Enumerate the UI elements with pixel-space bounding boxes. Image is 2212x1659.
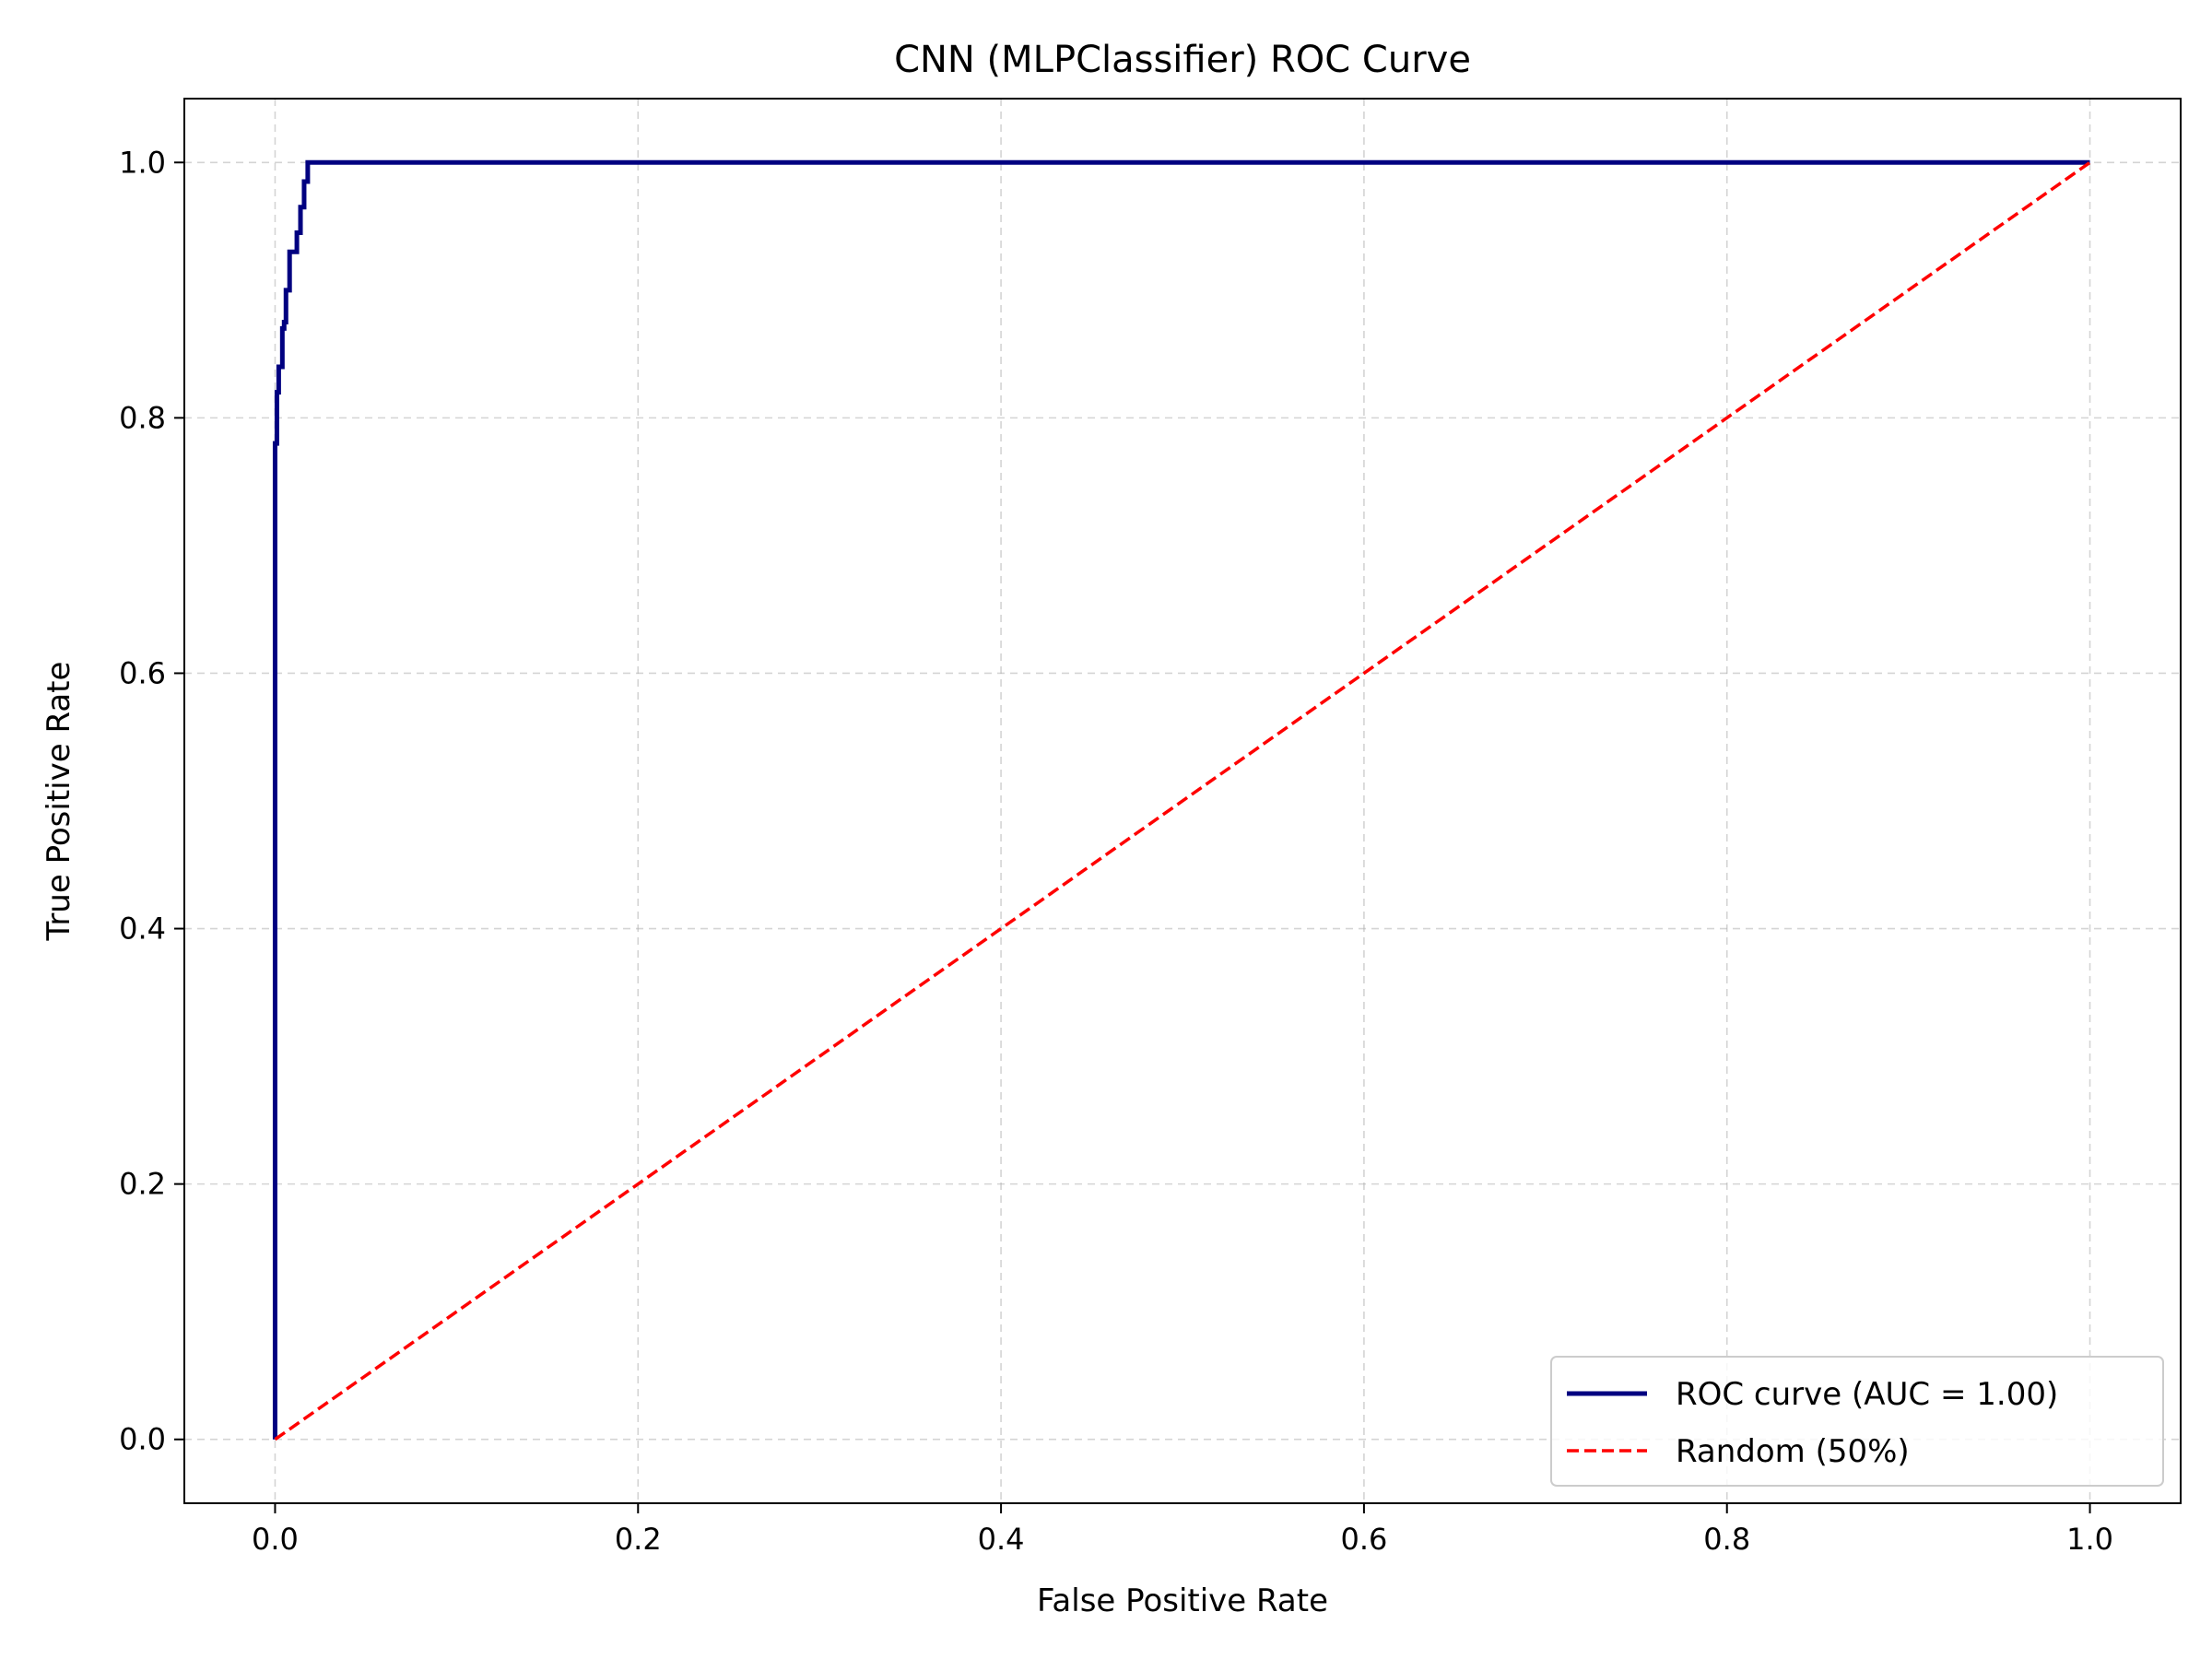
x-axis-label: False Positive Rate: [1037, 1583, 1328, 1619]
y-tick-label: 0.4: [119, 912, 166, 947]
y-tick-label: 0.2: [119, 1167, 166, 1202]
x-tick-label: 0.4: [978, 1522, 1025, 1557]
x-tick-label: 0.6: [1340, 1522, 1387, 1557]
y-tick-label: 0.6: [119, 655, 166, 690]
y-tick-label: 1.0: [119, 145, 166, 180]
plot-area: [272, 159, 2091, 1441]
legend-random-label: Random (50%): [1676, 1433, 1910, 1470]
plot-frame: [183, 98, 2182, 1504]
legend-box: [1550, 1356, 2164, 1487]
random-baseline-line: [274, 160, 2091, 1441]
chart-title: CNN (MLPClassifier) ROC Curve: [894, 39, 1471, 81]
legend: ROC curve (AUC = 1.00) Random (50%): [1550, 1356, 2164, 1487]
y-tick-label: 0.0: [119, 1422, 166, 1457]
ticks: 0.0 0.2 0.4 0.6 0.8 1.0 0.0 0.2 0.4 0.6 0.8 1.0: [119, 145, 2113, 1557]
x-tick-label: 0.0: [252, 1522, 299, 1557]
y-axis-label: True Positive Rate: [41, 662, 77, 942]
legend-roc-label: ROC curve (AUC = 1.00): [1676, 1376, 2058, 1413]
x-tick-label: 1.0: [2066, 1522, 2113, 1557]
roc-curve-line: [272, 159, 2090, 1440]
x-tick-label: 0.8: [1703, 1522, 1750, 1557]
x-tick-label: 0.2: [615, 1522, 662, 1557]
y-tick-label: 0.8: [119, 400, 166, 435]
